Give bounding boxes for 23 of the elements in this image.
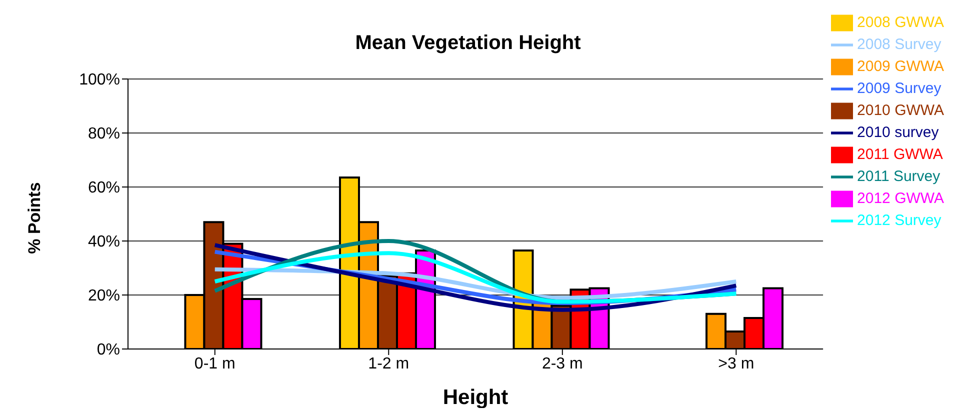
- chart-title: Mean Vegetation Height: [354, 32, 582, 55]
- legend-label: 2009 Survey: [857, 80, 942, 97]
- y-tick-label: 100%: [79, 72, 120, 89]
- legend-label: 2009 GWWA: [857, 58, 944, 75]
- y-tick-label: 40%: [88, 234, 120, 251]
- y-tick-label: 20%: [88, 288, 120, 305]
- legend-label: 2010 survey: [857, 124, 939, 141]
- legend-label: 2012 Survey: [857, 212, 942, 229]
- legend-label: 2008 GWWA: [857, 14, 944, 31]
- legend-label: 2011 GWWA: [857, 146, 943, 163]
- x-tick-label: 1-2 m: [368, 355, 410, 372]
- y-axis-title: % Points: [25, 182, 45, 254]
- x-tick-label: >3 m: [718, 355, 754, 372]
- line-series: [212, 243, 738, 312]
- legend-label: 2010 GWWA: [857, 102, 944, 119]
- x-tick-label: 2-3 m: [542, 355, 583, 372]
- y-tick-label: 0%: [96, 342, 120, 359]
- x-tick-label: 0-1 m: [194, 355, 236, 372]
- y-tick-label: 80%: [88, 126, 120, 143]
- legend-label: 2008 Survey: [857, 36, 942, 53]
- legend-label: 2011 Survey: [857, 168, 940, 185]
- y-tick-label: 60%: [88, 180, 120, 197]
- legend-label: 2012 GWWA: [857, 190, 944, 207]
